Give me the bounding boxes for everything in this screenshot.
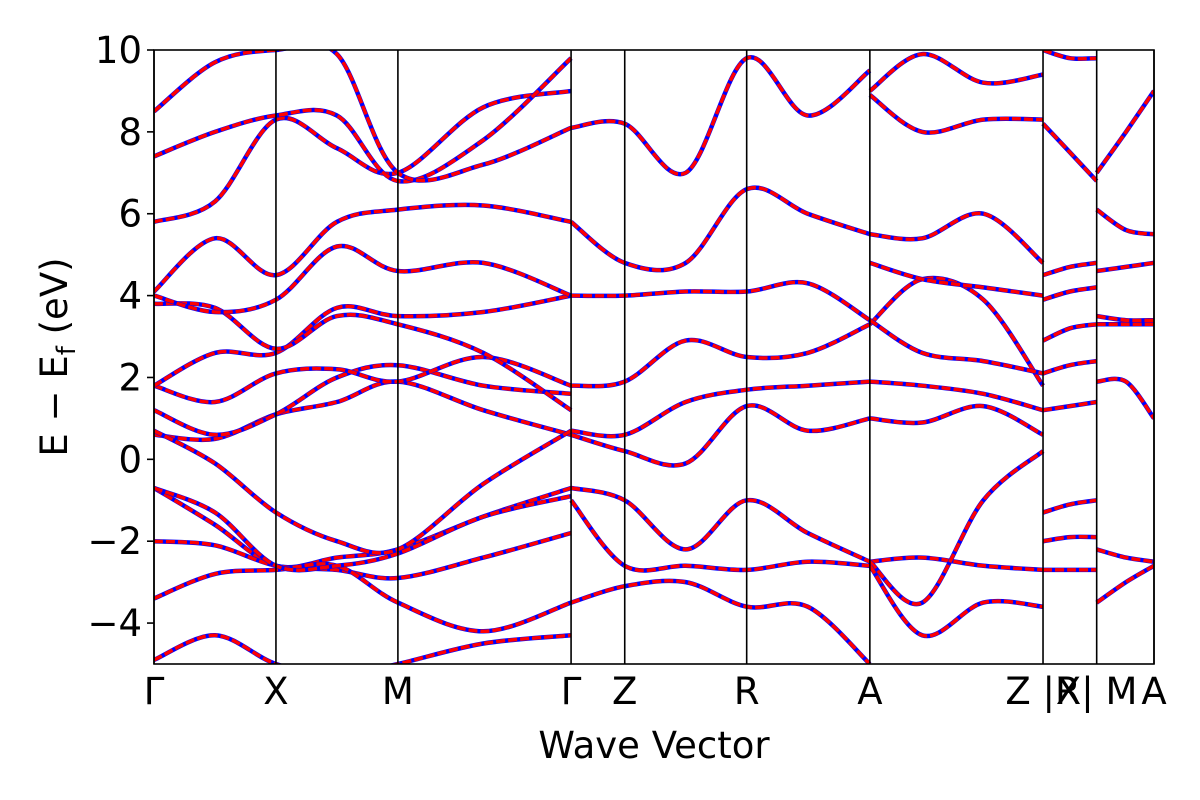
band-line-red-9 (154, 301, 573, 412)
band-line-blue-48 (1096, 376, 1154, 420)
band-line-blue-16 (570, 485, 871, 564)
band-line-blue-22 (570, 55, 872, 177)
band-line-blue-20 (571, 279, 872, 323)
y-tick-label-7: 10 (95, 29, 142, 72)
x-tick-label-1: X (263, 670, 288, 713)
band-line-red-51 (1096, 261, 1154, 273)
x-tick-label-0: Γ (144, 670, 165, 713)
y-tick-label-4: 4 (118, 275, 142, 318)
y-tick-label-1: −2 (87, 520, 142, 563)
band-line-red-14 (154, 50, 572, 183)
band-line-red-16 (570, 486, 871, 564)
plot-frame (153, 49, 1155, 665)
band-line-red-24 (570, 579, 872, 664)
band-line-red-19 (570, 322, 871, 388)
band-line-red-0 (154, 486, 572, 570)
band-line-red-15 (154, 633, 572, 664)
band-line-red-44 (1041, 122, 1098, 183)
band-line-blue-47 (1095, 563, 1154, 605)
band-line-red-40 (1042, 359, 1097, 376)
y-tick-label-0: −4 (87, 602, 142, 645)
y-axis: −4 −2 0 2 4 6 8 10 (87, 29, 154, 645)
y-axis-label-subscript: f (52, 345, 82, 355)
band-line-red-39 (1042, 400, 1097, 412)
band-line-red-31 (869, 261, 1044, 298)
x-tick-label-8: X| M (1056, 670, 1138, 713)
band-line-red-18 (570, 379, 871, 438)
band-line-red-46 (1096, 547, 1154, 564)
band-line-red-20 (571, 280, 871, 322)
band-line-red-4 (154, 379, 572, 442)
band-line-blue-7 (154, 354, 572, 405)
band-line-red-28 (869, 379, 1044, 412)
band-line-red-12 (154, 89, 572, 224)
band-line-blue-19 (570, 322, 871, 389)
x-tick-label-3: Γ (561, 670, 582, 713)
band-line-red-48 (1096, 377, 1154, 420)
y-axis-label-main: E − E (33, 355, 76, 456)
band-line-red-53 (1095, 89, 1154, 174)
band-line-blue-52 (1095, 207, 1154, 237)
band-line-red-35 (868, 564, 1044, 638)
y-tick-label-5: 6 (118, 193, 142, 236)
band-line-red-2 (154, 562, 572, 634)
band-line-red-22 (570, 55, 871, 176)
band-line-red-42 (1042, 285, 1097, 302)
band-line-red-29 (868, 276, 1045, 387)
band-line-red-47 (1095, 564, 1154, 605)
band-line-red-34 (868, 52, 1044, 93)
band-line-red-37 (1042, 535, 1097, 543)
band-line-red-36 (1042, 498, 1097, 515)
band-line-blue-5 (154, 428, 573, 556)
band-line-red-25 (869, 555, 1044, 572)
band-line-blue-26 (868, 449, 1045, 607)
y-tick-label-3: 2 (118, 356, 142, 399)
bands (154, 50, 1154, 664)
y-tick-label-2: 0 (118, 438, 142, 481)
band-line-red-8 (154, 293, 572, 388)
band-line-blue-3 (154, 485, 572, 573)
x-tick-label-6: A (857, 670, 882, 713)
band-line-red-33 (868, 93, 1044, 135)
band-line-red-43 (1042, 261, 1097, 277)
x-tick-label-2: M (382, 670, 414, 713)
x-tick-label-4: Z (612, 670, 637, 713)
band-line-red-3 (154, 486, 572, 572)
x-tick-label-9: A (1141, 670, 1166, 713)
band-line-blue-14 (154, 50, 572, 183)
y-axis-label-unit: (eV) (33, 257, 76, 346)
band-line-red-32 (869, 211, 1045, 265)
band-line-blue-10 (154, 243, 572, 315)
band-line-red-6 (154, 363, 572, 437)
band-line-blue-24 (570, 578, 872, 664)
x-tick-label-5: R (734, 670, 760, 713)
band-line-blue-34 (868, 51, 1044, 93)
band-line-red-10 (154, 244, 572, 314)
band-line-blue-28 (869, 379, 1044, 413)
band-line-red-45 (1042, 50, 1097, 61)
x-tick-label-7: Z |R (1005, 670, 1080, 713)
y-axis-label: E − Ef (eV) (33, 257, 82, 456)
band-line-red-21 (570, 185, 871, 272)
band-line-red-11 (154, 203, 572, 293)
band-line-red-5 (154, 429, 572, 555)
band-line-red-27 (869, 404, 1044, 437)
band-line-red-26 (868, 449, 1045, 606)
x-axis-label: Wave Vector (538, 724, 770, 767)
y-tick-label-6: 8 (118, 111, 142, 154)
band-line-blue-11 (154, 202, 572, 294)
band-line-red-41 (1042, 322, 1097, 343)
band-line-red-50 (1096, 314, 1154, 323)
band-line-red-23 (569, 499, 871, 573)
band-line-red-1 (154, 531, 572, 581)
band-line-red-13 (154, 56, 573, 184)
band-line-red-7 (154, 355, 572, 404)
band-line-red-52 (1095, 208, 1154, 236)
band-line-blue-9 (154, 301, 573, 413)
band-line-blue-21 (569, 185, 871, 273)
band-line-red-30 (868, 318, 1044, 376)
